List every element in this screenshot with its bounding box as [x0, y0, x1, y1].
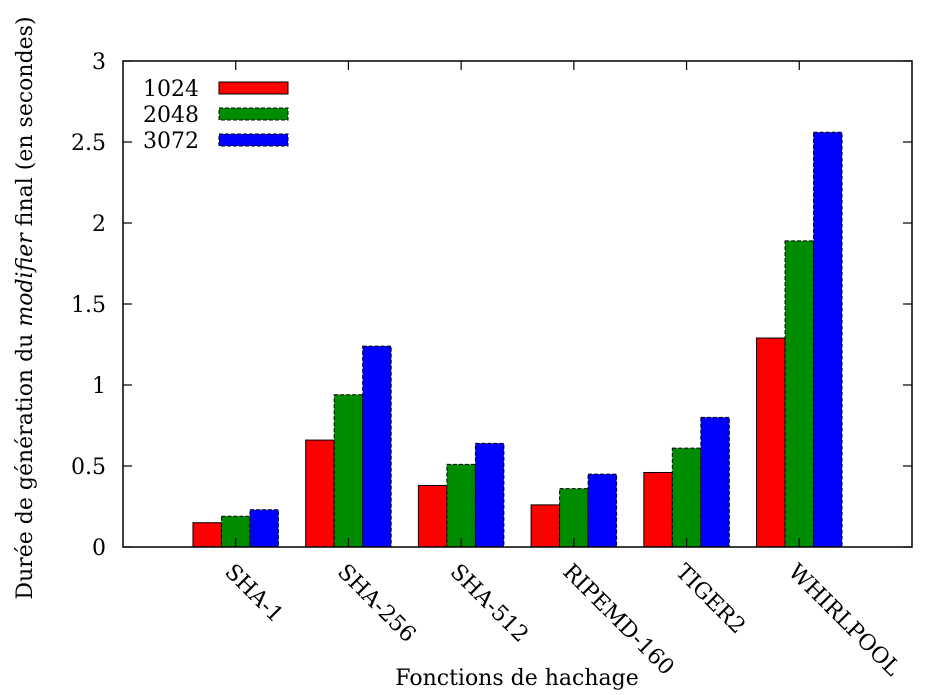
bar-ripemd-160-2048 [559, 488, 589, 548]
legend-swatch-2048 [218, 107, 289, 121]
bar-tiger2-3072 [700, 416, 730, 548]
bar-whirlpool-2048 [784, 240, 815, 548]
bar-sha-256-3072 [362, 345, 392, 548]
bar-tiger2-1024 [643, 471, 673, 548]
y-tick-label: 1 [92, 374, 106, 399]
bar-whirlpool-1024 [756, 337, 786, 548]
x-tick-label: RIPEMD-160 [558, 560, 679, 681]
bar-sha-256-1024 [305, 439, 335, 548]
bar-sha-512-3072 [474, 442, 505, 548]
legend-label-1024: 1024 [143, 77, 199, 102]
y-tick-label: 0.5 [71, 455, 106, 480]
bar-sha-512-1024 [417, 484, 448, 548]
legend-swatch-3072 [218, 133, 289, 147]
y-axis-title-part-1: Durée de génération du [13, 327, 38, 600]
x-axis-title: Fonctions de hachage [395, 666, 638, 691]
x-tick-label: SHA-256 [332, 560, 420, 648]
y-tick-label: 0 [92, 536, 106, 561]
y-tick-label: 3 [92, 50, 106, 75]
legend-label-3072: 3072 [143, 129, 199, 154]
y-axis-title-part-2: final (en secondes) [13, 16, 38, 233]
x-tick-label: TIGER2 [670, 560, 750, 640]
bars-layer [192, 131, 843, 548]
y-tick-label: 2 [92, 212, 106, 237]
bar-sha-1-1024 [192, 522, 222, 548]
bar-whirlpool-3072 [813, 131, 843, 548]
y-tick-label: 2.5 [71, 131, 106, 156]
legend-swatch-1024 [218, 81, 289, 95]
bar-sha-512-2048 [446, 463, 476, 548]
y-tick-label: 1.5 [71, 293, 106, 318]
bar-ripemd-160-1024 [530, 504, 561, 548]
bar-sha-256-2048 [333, 394, 364, 548]
y-axis-title-italic: modifier [13, 232, 38, 327]
legend-label-2048: 2048 [143, 103, 199, 128]
bar-ripemd-160-3072 [587, 473, 618, 548]
bar-tiger2-2048 [671, 447, 702, 548]
y-axis-title: Durée de génération du modifier final (e… [13, 16, 38, 599]
x-tick-label: SHA-512 [445, 560, 533, 648]
x-tick-label: SHA-1 [219, 560, 287, 628]
x-tick-label: WHIRLPOOL [783, 560, 905, 682]
bar-sha-1-3072 [249, 509, 279, 548]
